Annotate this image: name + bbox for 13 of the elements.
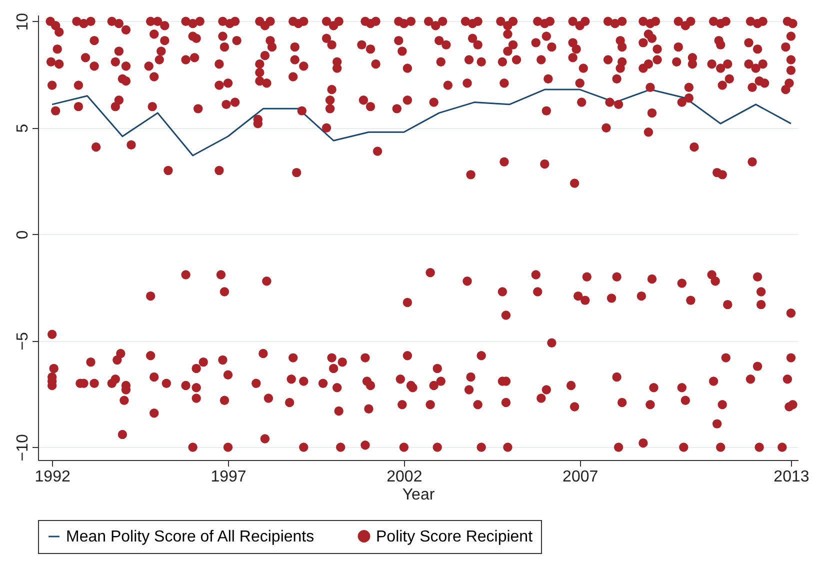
legend-label: Polity Score Recipient [376, 528, 534, 546]
y-tick-label: −10 [14, 434, 32, 462]
x-axis-title: Year [402, 486, 436, 504]
y-tick-label: 5 [14, 124, 32, 133]
x-tick-label: 2007 [562, 468, 598, 486]
y-tick-label: 10 [14, 12, 32, 31]
y-tick-label: −5 [14, 332, 32, 350]
x-tick-label: 1997 [210, 468, 246, 486]
x-tick-label: 2013 [774, 468, 810, 486]
legend-label: Mean Polity Score of All Recipients [66, 528, 314, 546]
y-tick-label: 0 [14, 230, 32, 240]
x-tick-label: 1992 [34, 468, 70, 486]
x-tick-label: 2002 [386, 468, 422, 486]
